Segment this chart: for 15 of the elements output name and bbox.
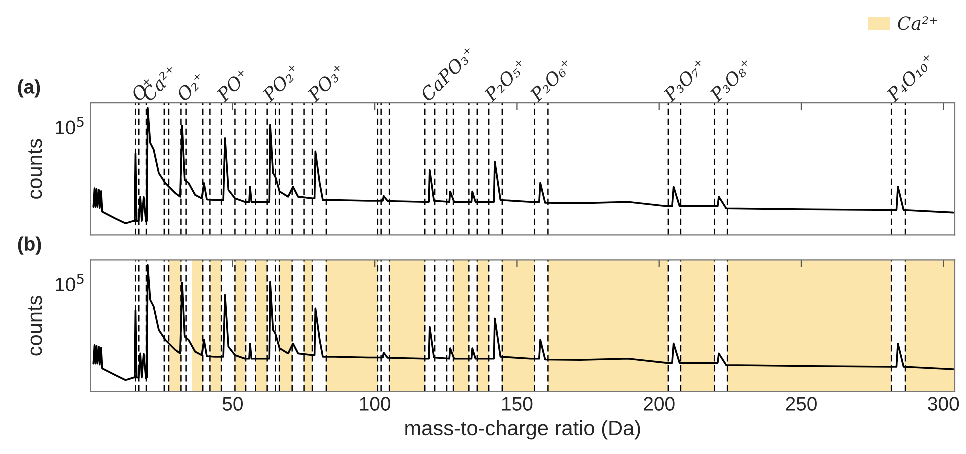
x-tick-label: 300 [928,397,960,411]
x-tick-label: 200 [644,397,675,411]
x-tick-label: 50 [222,397,243,411]
chart-title: (a) [18,80,40,98]
x-tick-label: 100 [360,397,391,411]
x-axis-title: mass-to-charge ratio (Da) [406,420,640,440]
text: 10$^{5}$ [56,274,84,292]
text: 10$^{5}$ [56,117,84,135]
x-tick-label: 150 [502,397,533,411]
chart-title: (b) [18,236,42,255]
y-axis-title: counts [28,296,42,356]
y-axis-title: counts [28,139,42,199]
x-tick-label: 250 [786,397,817,411]
legend-label: Ca²⁺ [898,16,938,30]
ref-line-label: O₂⁺ [176,72,206,102]
